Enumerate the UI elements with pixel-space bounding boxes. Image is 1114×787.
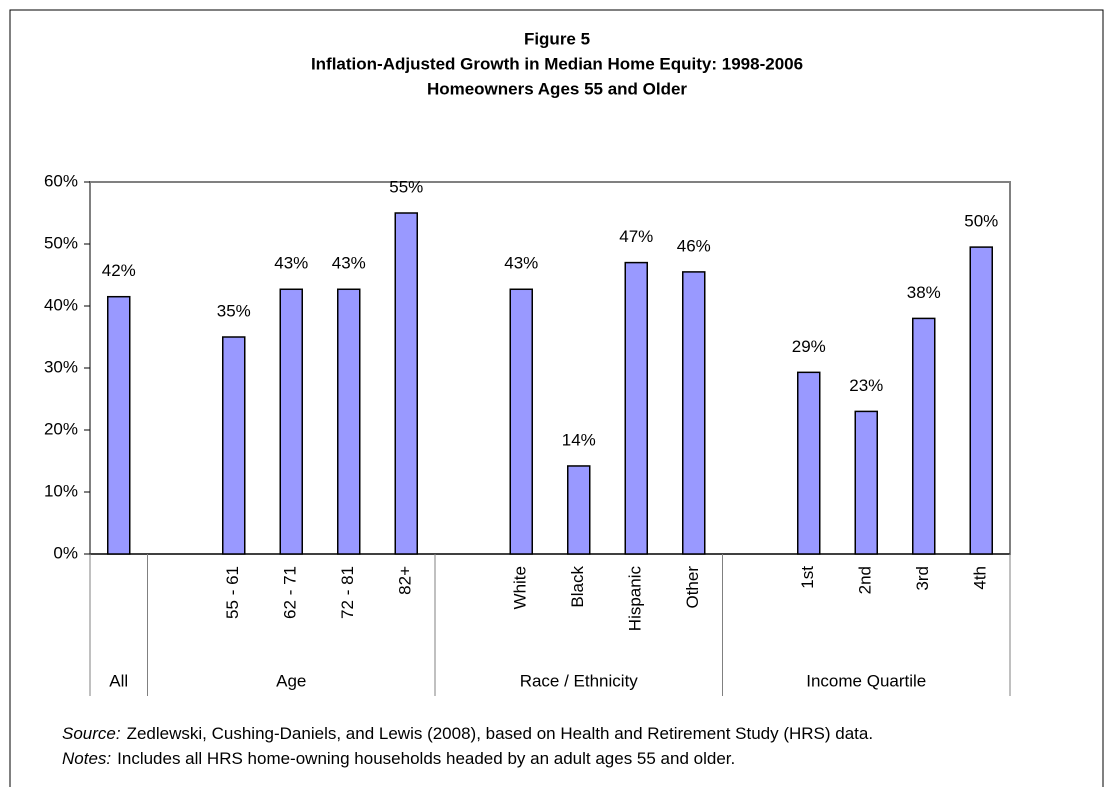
source-label: Source: [62, 724, 121, 743]
value-label: 43% [504, 254, 538, 273]
bar [509, 288, 533, 555]
bar [797, 371, 821, 555]
bar [337, 288, 361, 555]
x-tick-label: Other [683, 566, 702, 609]
value-label: 46% [677, 236, 711, 255]
value-label: 43% [274, 254, 308, 273]
bar [912, 317, 936, 555]
notes-text: Includes all HRS home-owning households … [117, 749, 735, 768]
x-tick-label: 82+ [396, 566, 415, 595]
chart-subtitle: Homeowners Ages 55 and Older [427, 79, 687, 98]
value-label: 14% [562, 430, 596, 449]
value-label: 42% [102, 261, 136, 280]
chart-title: Figure 5 [524, 29, 590, 48]
chart-subtitle: Inflation-Adjusted Growth in Median Home… [311, 54, 803, 73]
y-tick-label: 60% [44, 171, 78, 190]
x-tick-label: 2nd [856, 566, 875, 594]
x-tick-label: 72 - 81 [338, 566, 357, 619]
bar [854, 410, 878, 555]
x-tick-label: White [511, 566, 530, 609]
x-tick-label: 62 - 71 [281, 566, 300, 619]
value-label: 50% [964, 212, 998, 231]
notes: Notes: Includes all HRS home-owning house… [62, 749, 735, 768]
bar [969, 246, 993, 555]
x-tick-label: 3rd [913, 566, 932, 591]
notes-label: Notes: [62, 749, 111, 768]
value-label: 35% [217, 301, 251, 320]
bar [279, 288, 303, 555]
bar [107, 295, 131, 555]
group-label: All [109, 671, 128, 690]
bar [624, 261, 648, 555]
value-label: 55% [389, 177, 423, 196]
value-label: 23% [849, 376, 883, 395]
value-label: 43% [332, 254, 366, 273]
y-tick-label: 0% [53, 543, 78, 562]
y-tick-label: 20% [44, 419, 78, 438]
group-label: Race / Ethnicity [520, 671, 639, 690]
bar [222, 336, 246, 555]
y-tick-label: 40% [44, 295, 78, 314]
x-tick-label: 1st [798, 566, 817, 589]
group-label: Age [276, 671, 306, 690]
group-label: Income Quartile [806, 671, 926, 690]
source: Source: Zedlewski, Cushing-Daniels, and L… [62, 724, 873, 743]
x-tick-label: 55 - 61 [223, 566, 242, 619]
y-tick-label: 30% [44, 357, 78, 376]
frame [9, 9, 1104, 787]
value-label: 29% [792, 337, 826, 356]
value-label: 47% [619, 227, 653, 246]
value-label: 38% [907, 283, 941, 302]
x-tick-label: 4th [971, 566, 990, 590]
bar [682, 271, 706, 555]
bar [394, 212, 418, 555]
x-tick-label: Hispanic [626, 566, 645, 632]
y-tick-label: 10% [44, 481, 78, 500]
bar [567, 465, 591, 555]
x-tick-label: Black [568, 566, 587, 608]
source-text: Zedlewski, Cushing-Daniels, and Lewis (2… [127, 724, 874, 743]
y-tick-label: 50% [44, 233, 78, 252]
